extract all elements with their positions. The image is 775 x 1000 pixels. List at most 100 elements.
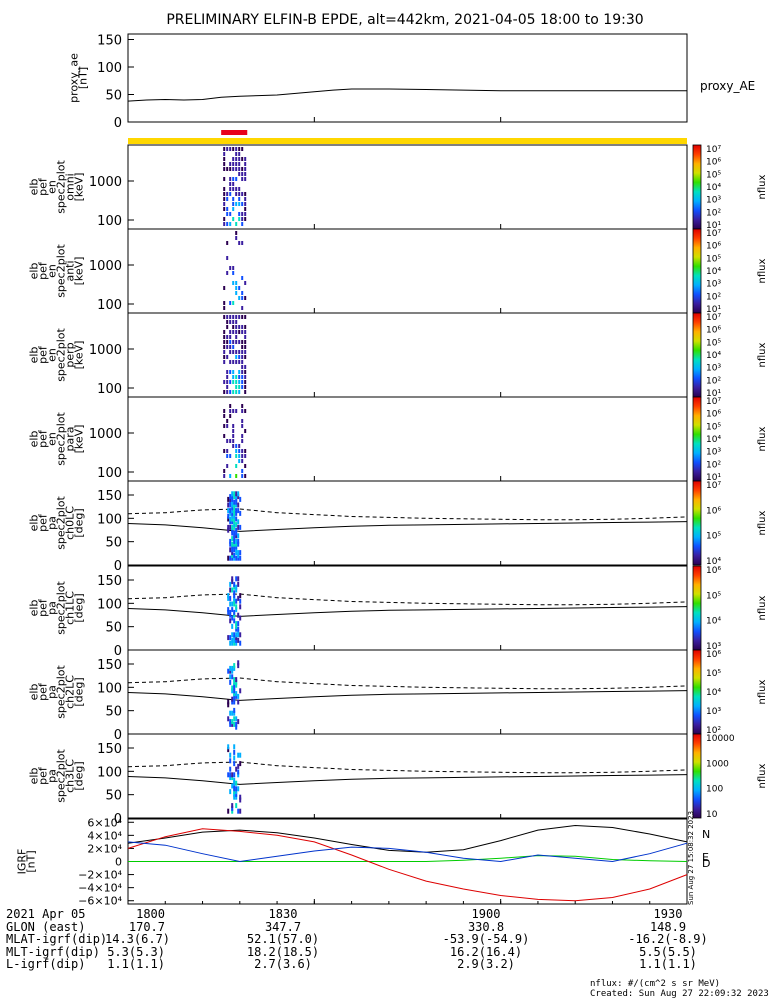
pitch-angle-colorbar-2-tick-label: 10² (706, 726, 721, 736)
spectrogram-pixel (226, 439, 229, 443)
ae-ytick-label: 0 (114, 116, 122, 131)
ae-ytick-label: 150 (97, 34, 122, 49)
igrf-ylabel-text-group: IGRF[nT] (16, 849, 38, 875)
spectrogram-panel: 1000 100 elbpefenspec2plotomni[keV] 10⁷ 10⁶ 1… (28, 144, 768, 231)
footer-row-label: GLON (east) (6, 919, 86, 934)
spectrogram-pixel (226, 192, 229, 196)
pitch-angle-pixel (235, 626, 238, 632)
pitch-angle-pixel (233, 508, 236, 514)
pitch-angle-pixel (237, 626, 240, 632)
spectrogram-pixel (232, 207, 235, 211)
spectrogram-pixel (223, 449, 226, 453)
spectrogram-pixel (226, 454, 229, 458)
spectrogram-colorbar-3-label-group: nflux (757, 426, 768, 451)
pitch-angle-pixel (235, 693, 238, 699)
spectrogram-pixel (226, 375, 229, 379)
spectrogram-pixel (238, 202, 241, 206)
pitch-angle-pixel (235, 538, 238, 544)
spectrogram-pixel (232, 390, 235, 394)
pitch-angle-pixel (233, 544, 236, 550)
pitch-angle-pixel (233, 536, 236, 542)
ylabel-line: elb (28, 179, 41, 196)
pitch-angle-panels: 150100500elbpefpaspec2plotch0LC[deg]10⁷1… (28, 480, 768, 827)
spectrogram-pixel (244, 172, 247, 176)
pitch-angle-pixel (235, 510, 238, 516)
pitch-angle-panel: 150 100 50 0 elbpefpaspec2plotch0LC[deg] 10⁷ 1… (28, 480, 768, 574)
pitch-angle-panel: 150100500elbpefpaspec2plotch1LC[deg]10⁶1… (28, 565, 768, 659)
loss-cone-solid-line (127, 690, 688, 701)
spectrogram-colorbar-3-bar (692, 396, 702, 482)
pitch-angle-pixel (231, 508, 234, 514)
pitch-angle-pixel (233, 777, 236, 783)
pitch-angle-pixel (227, 607, 230, 613)
spectrogram-pixel (244, 350, 247, 354)
ylabel-line: [keV] (73, 341, 86, 370)
pitch-angle-pixel (235, 679, 238, 685)
pitch-angle-pixel (235, 604, 238, 610)
spectrogram-pixel (241, 202, 244, 206)
pitch-angle-pixel (231, 527, 234, 533)
pitch-angle-pixel (233, 595, 236, 601)
spectrogram-pixel (241, 167, 244, 171)
pitch-angle-pixel (235, 637, 238, 643)
footer-row-label: 2021 Apr 05 (6, 907, 86, 921)
pitch-angle-pixel (237, 541, 240, 547)
pitch-angle-pixel (229, 601, 232, 607)
igrf-line-D (127, 828, 688, 902)
pitch-angle-pixel (233, 590, 236, 596)
spectrogram-pixel (235, 390, 238, 394)
pitch-angle-colorbar-2-bar (692, 649, 702, 735)
pitch-angle-pixel (233, 755, 236, 761)
spectrogram-pixel (235, 449, 238, 453)
spectrogram-pixel (238, 325, 241, 329)
pitch-angle-pixel (235, 803, 238, 809)
pitch-angle-colorbar-1-tick-label: 10⁶ (706, 566, 721, 576)
ylabel-line: spec2plot (55, 496, 68, 550)
ylabel-line: elb (28, 768, 41, 785)
ylabel-line: pef (37, 429, 50, 448)
pitch-angle-pixel (237, 494, 240, 500)
spectrogram-pixel (244, 192, 247, 196)
spectrogram-pixel (232, 177, 235, 181)
pitch-angle-pixel (229, 612, 232, 618)
spectrogram-pixel (244, 454, 247, 458)
footer-cell: 14.3(6.7) (105, 932, 171, 946)
pitch-angle-pixel (233, 772, 236, 778)
pitch-angle-pixel (231, 536, 234, 542)
pitch-angle-ylabel-text: elbpefpaspec2plotch3LC[deg] (28, 749, 86, 803)
igrf-legend-D: D (702, 857, 710, 870)
pitch-angle-pixel (231, 541, 234, 547)
spectrogram-pixel (235, 192, 238, 196)
spectrogram-colorbar-2-tick-label: 10³ (706, 364, 721, 374)
spectrogram-pixel (241, 325, 244, 329)
spectrogram-pixel (232, 429, 235, 433)
spectrogram-pixel (241, 409, 244, 413)
spectrogram-pixel (241, 439, 244, 443)
pitch-angle-pixel (237, 519, 240, 525)
pitch-angle-pixel (227, 702, 230, 708)
spectrogram-colorbar-3-tick-label: 10⁵ (706, 422, 721, 432)
spectrogram-pixel (232, 380, 235, 384)
pitch-angle-pixel (229, 674, 232, 680)
ylabel-line: spec2plot (55, 412, 68, 466)
spectrogram-colorbar-1-tick-label: 10¹ (706, 305, 721, 315)
spectrogram-pixel (244, 197, 247, 201)
ylabel-line: pa (46, 516, 59, 530)
spectrogram-colorbar-2-bar (692, 312, 702, 398)
pitch-angle-pixel (235, 499, 238, 505)
spectrogram-ytick-label: 1000 (89, 343, 122, 358)
ylabel-line: [deg] (73, 593, 86, 622)
igrf-legend-N: N (702, 828, 710, 841)
spectrogram-pixel (223, 306, 226, 310)
igrf-ytick-label: −4×10⁴ (78, 882, 122, 895)
spectrogram-pixel (226, 147, 229, 151)
spectrogram-pixel (223, 167, 226, 171)
spectrogram-pixel (223, 202, 226, 206)
spectrogram-pixel (241, 375, 244, 379)
pitch-angle-pixel (239, 761, 242, 767)
ylabel-line: perp (64, 342, 77, 367)
pitch-angle-pixel (231, 576, 234, 582)
pitch-angle-colorbar-2-tick-label: 10⁶ (706, 650, 721, 660)
pitch-angle-pixel (231, 775, 234, 781)
spectrogram-pixel (232, 162, 235, 166)
